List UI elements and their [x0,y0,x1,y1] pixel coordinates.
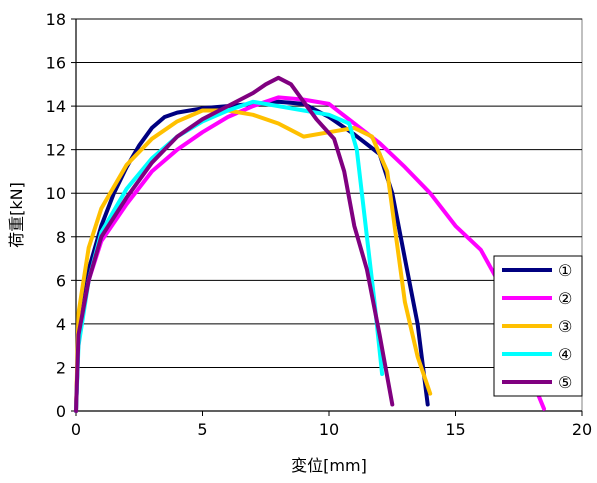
series-line-3 [74,108,433,413]
x-tick-label: 15 [445,420,465,439]
y-tick-label: 2 [56,358,66,377]
x-tick-label: 10 [319,420,339,439]
y-tick-label: 12 [46,141,66,160]
x-tick-label: 5 [197,420,207,439]
y-tick-label: 8 [56,228,66,247]
y-tick-label: 18 [46,10,66,29]
y-tick-label: 14 [46,97,66,116]
series-lines [74,75,546,413]
x-axis-label: 変位[mm] [291,456,367,475]
legend-label: ③ [558,317,572,336]
legend: ① ② ③ ④ ⑤ [493,255,583,397]
y-tick-label: 6 [56,271,66,290]
x-tick-label: 20 [572,420,592,439]
legend-label: ① [558,261,572,280]
x-tick-label: 0 [71,420,81,439]
y-tick-label: 16 [46,54,66,73]
y-tick-label: 10 [46,184,66,203]
series-line-2 [74,95,546,413]
legend-items: ① ② ③ ④ ⑤ [502,261,572,392]
legend-label: ② [558,289,572,308]
series-line-5 [74,75,395,413]
y-tick-label: 4 [56,315,66,334]
y-tick-label: 0 [56,402,66,421]
tick-labels: 0 2 4 6 8 10 12 14 16 18 0 5 10 15 20 [46,10,593,439]
y-axis-label: 荷重[kN] [7,182,26,248]
legend-label: ⑤ [558,373,572,392]
legend-label: ④ [558,345,572,364]
